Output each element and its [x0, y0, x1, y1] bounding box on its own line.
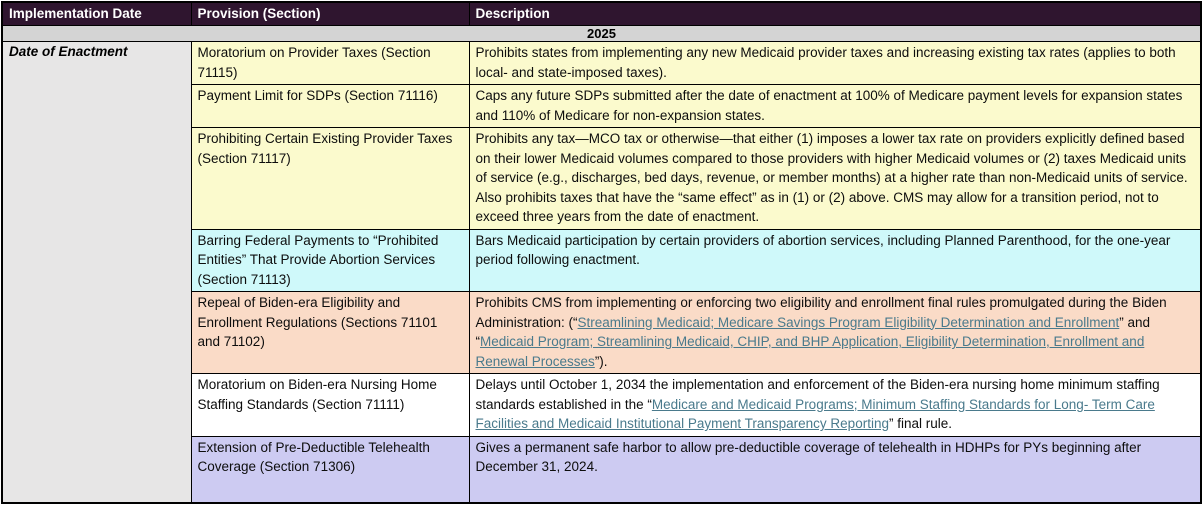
description-text: ”). [594, 353, 608, 369]
description-text: Prohibits any tax—MCO tax or otherwise—t… [475, 131, 1188, 224]
provisions-table: Implementation Date Provision (Section) … [1, 1, 1202, 504]
description-cell: Gives a permanent safe harbor to allow p… [468, 435, 1202, 504]
description-text: Delays until October 1, 2034 the impleme… [475, 377, 1160, 412]
description-cell: Prohibits any tax—MCO tax or otherwise—t… [468, 127, 1202, 230]
description-text: Prohibits CMS from implementing or enfor… [475, 295, 1167, 330]
column-header-implementation-date: Implementation Date [1, 1, 192, 26]
provision-cell: Extension of Pre-Deductible Telehealth C… [190, 435, 470, 504]
description-text: Bars Medicaid participation by certain p… [475, 232, 1171, 268]
column-header-provision: Provision (Section) [190, 1, 470, 26]
provision-cell: Repeal of Biden-era Eligibility and Enro… [190, 291, 470, 374]
description-cell: Bars Medicaid participation by certain p… [468, 228, 1202, 292]
provision-cell: Moratorium on Biden-era Nursing Home Sta… [190, 373, 470, 437]
table-row: Date of Enactment Moratorium on Provider … [1, 41, 1202, 504]
year-header: 2025 [1, 25, 1202, 42]
column-header-description: Description [468, 1, 1202, 26]
description-cell: Delays until October 1, 2034 the impleme… [468, 373, 1202, 437]
description-cell: Prohibits CMS from implementing or enfor… [468, 291, 1202, 374]
provision-cell: Payment Limit for SDPs (Section 71116) [190, 84, 470, 128]
description-text: Gives a permanent safe harbor to allow p… [475, 439, 1142, 475]
description-link[interactable]: Medicaid Program; Streamlining Medicaid,… [475, 334, 1145, 369]
implementation-date-cell: Date of Enactment [1, 41, 192, 504]
table-body: Date of Enactment Moratorium on Provider … [1, 41, 1202, 504]
table-row: Payment Limit for SDPs (Section 71116) Ca… [2, 84, 1202, 128]
year-row: 2025 [1, 25, 1202, 42]
description-link[interactable]: Streamlining Medicaid; Medicare Savings … [577, 314, 1120, 330]
description-cell: Caps any future SDPs submitted after the… [468, 84, 1202, 128]
description-text: ” and “ [475, 314, 1151, 350]
header-row: Implementation Date Provision (Section) … [1, 1, 1202, 26]
description-cell: Prohibits states from implementing any n… [468, 41, 1202, 85]
description-text: Caps any future SDPs submitted after the… [475, 88, 1183, 123]
table-row: Barring Federal Payments to “Prohibited … [2, 228, 1202, 292]
description-text: Prohibits states from implementing any n… [475, 45, 1176, 80]
table-row: Prohibiting Certain Existing Provider Ta… [2, 127, 1202, 230]
provision-cell: Prohibiting Certain Existing Provider Ta… [190, 127, 470, 230]
table-row: Moratorium on Biden-era Nursing Home Sta… [2, 373, 1202, 437]
table-row: Repeal of Biden-era Eligibility and Enro… [2, 291, 1202, 374]
provision-cell: Barring Federal Payments to “Prohibited … [190, 228, 470, 292]
description-link[interactable]: Medicare and Medicaid Programs; Minimum … [475, 396, 1155, 432]
description-text: ” final rule. [888, 416, 952, 431]
table-row: Extension of Pre-Deductible Telehealth C… [2, 435, 1202, 504]
provision-cell: Moratorium on Provider Taxes (Section 71… [190, 41, 470, 85]
